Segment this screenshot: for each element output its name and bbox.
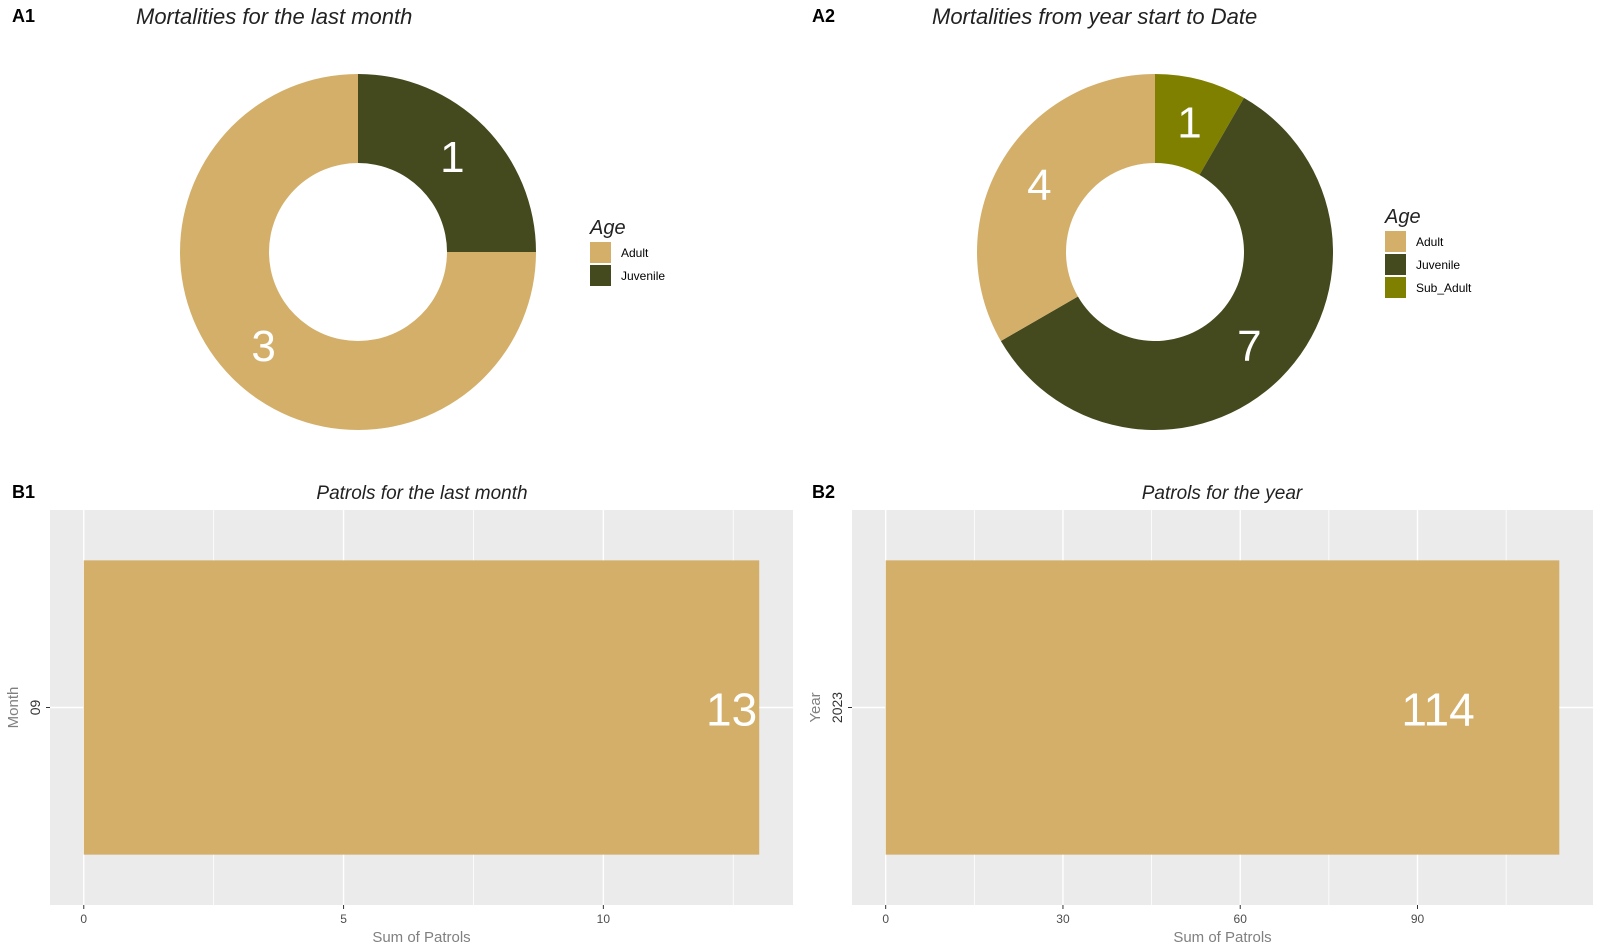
donut-slice-a1-adult <box>180 74 536 430</box>
donut-slice-a1-juvenile <box>358 74 536 252</box>
legend-title-a1: Age <box>589 217 626 239</box>
panel-tag-a1: A1 <box>12 6 36 26</box>
donut-label-a1-juvenile: 1 <box>440 133 464 182</box>
donut-slice-a2-sub-adult <box>1155 74 1244 175</box>
legend-label-a2-juvenile: Juvenile <box>1416 258 1460 272</box>
x-axis-title-b2: Sum of Patrols <box>1173 929 1271 946</box>
bar-b1 <box>83 560 760 855</box>
legend-key-a2-juvenile <box>1385 254 1406 275</box>
donut-slice-a2-adult <box>977 74 1155 341</box>
bar-value-label-b2: 114 <box>1401 684 1474 736</box>
x-tick-label-b2: 90 <box>1411 912 1425 926</box>
donut-label-a1-adult: 3 <box>251 322 275 371</box>
y-tick-label-b2: 2023 <box>829 692 845 723</box>
chart-title-b1: Patrols for the last month <box>316 483 528 504</box>
legend-key-a2-adult <box>1385 231 1406 252</box>
chart-title-a2: Mortalities from year start to Date <box>932 4 1258 29</box>
legend-title-a2: Age <box>1384 206 1421 228</box>
panel-tag-b2: B2 <box>812 482 836 502</box>
legend-key-a1-adult <box>590 242 611 263</box>
donut-label-a2-sub-adult: 1 <box>1177 99 1201 148</box>
donut-slice-a2-juvenile <box>1000 97 1334 431</box>
x-axis-title-b1: Sum of Patrols <box>372 929 470 946</box>
chart-title-a1: Mortalities for the last month <box>136 4 413 29</box>
panel-tag-a2: A2 <box>812 6 836 26</box>
y-tick-label-b1: 09 <box>27 700 43 716</box>
panel-tag-b1: B1 <box>12 482 36 502</box>
legend-label-a2-sub-adult: Sub_Adult <box>1416 281 1472 295</box>
legend-label-a1-juvenile: Juvenile <box>621 269 665 283</box>
bar-b2 <box>885 560 1560 855</box>
legend-label-a1-adult: Adult <box>621 246 649 260</box>
chart-title-b2: Patrols for the year <box>1141 483 1303 504</box>
x-tick-label-b2: 30 <box>1056 912 1070 926</box>
y-axis-title-b2: Year <box>807 692 824 722</box>
legend-key-a1-juvenile <box>590 265 611 286</box>
x-tick-label-b1: 5 <box>340 912 347 926</box>
legend-key-a2-sub-adult <box>1385 277 1406 298</box>
x-tick-label-b1: 0 <box>80 912 87 926</box>
y-axis-title-b1: Month <box>5 687 22 729</box>
legend-label-a2-adult: Adult <box>1416 235 1444 249</box>
bar-value-label-b1: 13 <box>706 684 757 736</box>
donut-label-a2-adult: 4 <box>1027 161 1051 210</box>
donut-label-a2-juvenile: 7 <box>1237 322 1261 371</box>
x-tick-label-b2: 0 <box>882 912 889 926</box>
x-tick-label-b2: 60 <box>1234 912 1248 926</box>
x-tick-label-b1: 10 <box>597 912 611 926</box>
